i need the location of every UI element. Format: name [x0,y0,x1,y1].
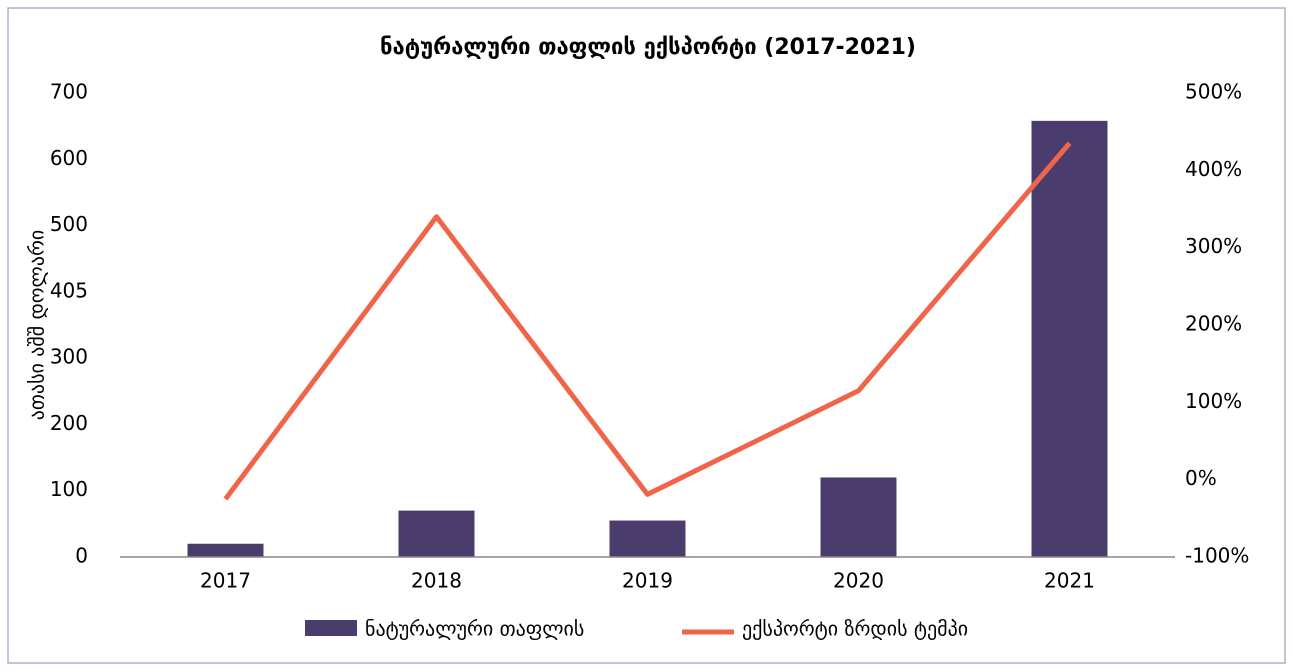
y-tick-label: 100 [50,477,88,501]
bar [398,510,475,557]
y2-tick-label: 100% [1185,389,1242,413]
legend-label: ნატურალური თაფლის [365,617,584,641]
bar [187,543,264,557]
y2-tick-label: 300% [1185,234,1242,258]
x-tick-label: 2021 [1044,569,1095,593]
y2-tick-label: 500% [1185,80,1242,104]
y-tick-label: 700 [50,80,88,104]
y2-tick-label: 0% [1185,466,1217,490]
y2-tick-label: 400% [1185,157,1242,181]
y2-tick-label: -100% [1185,544,1249,568]
line [223,141,1072,501]
y-tick-label: 500 [50,212,88,236]
y-tick-label: 300 [50,345,88,369]
y-tick-label: 600 [50,146,88,170]
y-tick-label: 405 [50,278,88,302]
x-tick-label: 2019 [622,569,673,593]
chart-title: ნატურალური თაფლის ექსპორტი (2017-2021) [380,35,916,60]
legend-swatch [305,620,357,636]
x-tick-label: 2018 [411,569,462,593]
bar [609,520,686,557]
y2-tick-label: 200% [1185,312,1242,336]
bar [1031,120,1108,557]
x-tick-label: 2020 [833,569,884,593]
bar [820,477,897,557]
y-axis-label: ათასი აშშ დოლარი [25,230,49,421]
legend-label: ექსპორტი ზრდის ტემპი [742,617,968,641]
y-tick-label: 200 [50,411,88,435]
x-tick-label: 2017 [200,569,251,593]
y-tick-label: 0 [75,544,88,568]
